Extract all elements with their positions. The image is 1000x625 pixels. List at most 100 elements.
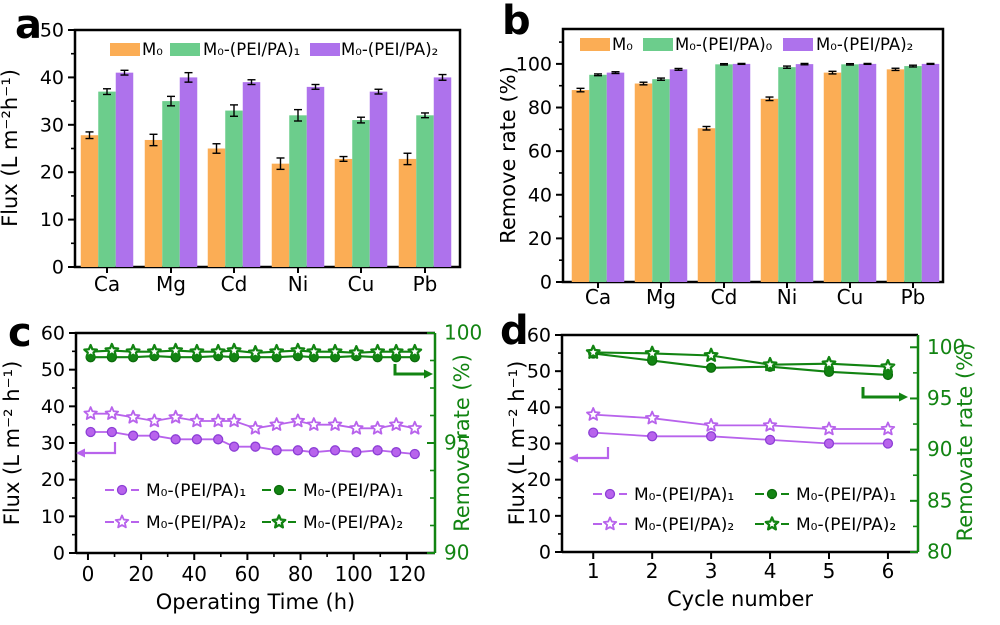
- svg-text:30: 30: [527, 433, 551, 455]
- panel-d-letter: d: [500, 308, 529, 354]
- svg-text:60: 60: [527, 325, 551, 347]
- svg-text:100: 100: [335, 562, 373, 586]
- svg-text:20: 20: [528, 228, 552, 250]
- svg-text:M₀-(PEI/PA)₂: M₀-(PEI/PA)₂: [816, 35, 913, 54]
- svg-text:Ni: Ni: [777, 285, 798, 309]
- panel-b-bars: [571, 62, 940, 283]
- svg-text:M₀-(PEI/PA)₁: M₀-(PEI/PA)₁: [634, 485, 734, 505]
- svg-text:Cu: Cu: [348, 272, 375, 296]
- svg-text:90: 90: [927, 437, 952, 461]
- panel-d-legend: M₀-(PEI/PA)₁ M₀-(PEI/PA)₂ M₀-(PEI/PA)₁ M₀-(…: [593, 485, 896, 535]
- svg-text:M₀-(PEI/PA)₁: M₀-(PEI/PA)₁: [303, 481, 403, 501]
- svg-text:40: 40: [40, 67, 64, 89]
- panel-d-series: [585, 344, 896, 449]
- svg-text:Cd: Cd: [221, 272, 248, 296]
- svg-text:80: 80: [288, 562, 313, 586]
- svg-text:20: 20: [527, 469, 551, 491]
- svg-text:95: 95: [444, 431, 469, 455]
- svg-text:20: 20: [41, 469, 65, 491]
- panel-c-legend: M₀-(PEI/PA)₁ M₀-(PEI/PA)₂ M₀-(PEI/PA)₁ M₀-(…: [105, 481, 403, 533]
- panel-a-legend: M₀ M₀-(PEI/PA)₁ M₀-(PEI/PA)₂: [110, 40, 438, 59]
- svg-text:Cu: Cu: [837, 285, 864, 309]
- svg-text:Flux (L m⁻² h⁻¹): Flux (L m⁻² h⁻¹): [505, 361, 529, 526]
- svg-text:50: 50: [527, 361, 551, 383]
- svg-text:40: 40: [528, 184, 552, 206]
- svg-text:M₀-(PEI/PA)₂: M₀-(PEI/PA)₂: [796, 515, 896, 535]
- svg-text:M₀-(PEI/PA)₀: M₀-(PEI/PA)₀: [675, 35, 773, 54]
- svg-text:40: 40: [41, 396, 65, 418]
- panel-c-letter: c: [8, 310, 32, 356]
- svg-text:0: 0: [540, 272, 552, 294]
- svg-text:100: 100: [444, 321, 482, 345]
- svg-text:Cycle number: Cycle number: [667, 587, 813, 611]
- svg-text:Operating Time (h): Operating Time (h): [156, 590, 355, 614]
- svg-text:M₀: M₀: [612, 35, 633, 54]
- svg-text:10: 10: [40, 209, 64, 231]
- svg-text:Cd: Cd: [711, 285, 738, 309]
- svg-text:10: 10: [527, 505, 551, 527]
- svg-text:0: 0: [539, 542, 551, 564]
- svg-text:Flux (L m⁻² h⁻¹): Flux (L m⁻² h⁻¹): [0, 361, 24, 526]
- svg-text:100: 100: [516, 53, 552, 75]
- panel-b-letter: b: [502, 0, 531, 44]
- panel-c-series: [83, 342, 423, 460]
- svg-text:80: 80: [528, 97, 552, 119]
- svg-text:120: 120: [388, 562, 426, 586]
- svg-text:Ni: Ni: [288, 272, 309, 296]
- svg-text:6: 6: [882, 559, 895, 583]
- svg-text:Ca: Ca: [585, 285, 611, 309]
- svg-text:Mg: Mg: [156, 272, 186, 296]
- svg-text:M₀-(PEI/PA)₁: M₀-(PEI/PA)₁: [796, 485, 896, 505]
- svg-text:0: 0: [53, 543, 65, 565]
- svg-text:95: 95: [927, 386, 952, 410]
- svg-text:100: 100: [927, 335, 965, 359]
- svg-text:Mg: Mg: [646, 285, 676, 309]
- panel-a-flux-bar-chart: 0 10 20 30 40 50 Ca Mg Cd Ni Cu Pb Flux (L m⁻²h⁻¹) M₀…: [0, 20, 462, 296]
- svg-text:M₀-(PEI/PA)₁: M₀-(PEI/PA)₁: [146, 481, 246, 501]
- svg-text:1: 1: [587, 559, 600, 583]
- panel-c-axis-pointer-arrows: [76, 364, 433, 458]
- panel-d-axis-pointer-arrows: [569, 387, 908, 463]
- panel-a-bars: [80, 69, 452, 268]
- panel-c-operating-time-line-chart: 0 20 40 60 80 100 120 0 10 20 30 40 50 60 90 95 100 Opera…: [0, 321, 482, 615]
- svg-text:2: 2: [646, 559, 659, 583]
- svg-text:5: 5: [823, 559, 836, 583]
- svg-text:20: 20: [40, 162, 64, 184]
- svg-text:Pb: Pb: [901, 285, 926, 309]
- svg-text:80: 80: [927, 540, 952, 564]
- svg-text:M₀-(PEI/PA)₂: M₀-(PEI/PA)₂: [303, 513, 403, 533]
- svg-text:4: 4: [764, 559, 777, 583]
- svg-text:40: 40: [182, 562, 207, 586]
- panel-a-axes: 0 10 20 30 40 50 Ca Mg Cd Ni Cu Pb Flux (L m⁻²h⁻¹): [0, 20, 462, 296]
- svg-text:Remove rate (%): Remove rate (%): [450, 354, 474, 532]
- svg-text:Pb: Pb: [413, 272, 438, 296]
- panel-b-remove-rate-bar-chart: 0 20 40 60 80 100 Ca Mg Cd Ni Cu Pb Remove rate (%) M…: [500, 27, 945, 309]
- svg-text:Remove rate (%): Remove rate (%): [500, 66, 520, 244]
- svg-text:85: 85: [927, 488, 952, 512]
- svg-text:3: 3: [705, 559, 718, 583]
- svg-text:M₀-(PEI/PA)₂: M₀-(PEI/PA)₂: [634, 515, 734, 535]
- svg-text:40: 40: [527, 397, 551, 419]
- svg-text:90: 90: [444, 541, 469, 565]
- panel-b-axes: 0 20 40 60 80 100 Ca Mg Cd Ni Cu Pb Remove rate (%): [500, 27, 945, 309]
- svg-text:M₀-(PEI/PA)₂: M₀-(PEI/PA)₂: [341, 40, 438, 59]
- svg-text:20: 20: [128, 562, 153, 586]
- svg-text:M₀-(PEI/PA)₁: M₀-(PEI/PA)₁: [203, 40, 300, 59]
- svg-text:50: 50: [41, 359, 65, 381]
- svg-text:60: 60: [41, 323, 65, 345]
- svg-text:M₀: M₀: [142, 40, 163, 59]
- panel-a-letter: a: [15, 2, 42, 48]
- svg-text:M₀-(PEI/PA)₂: M₀-(PEI/PA)₂: [146, 513, 246, 533]
- svg-text:Flux (L m⁻²h⁻¹): Flux (L m⁻²h⁻¹): [0, 69, 22, 227]
- svg-text:10: 10: [41, 506, 65, 528]
- svg-text:50: 50: [40, 20, 64, 42]
- panel-c-axes: 0 20 40 60 80 100 120 0 10 20 30 40 50 60 90 95 100 Opera…: [0, 321, 482, 615]
- svg-text:Removate rate (%): Removate rate (%): [953, 343, 977, 542]
- svg-text:60: 60: [235, 562, 260, 586]
- svg-text:0: 0: [82, 562, 95, 586]
- svg-text:Ca: Ca: [94, 272, 120, 296]
- svg-text:30: 30: [41, 433, 65, 455]
